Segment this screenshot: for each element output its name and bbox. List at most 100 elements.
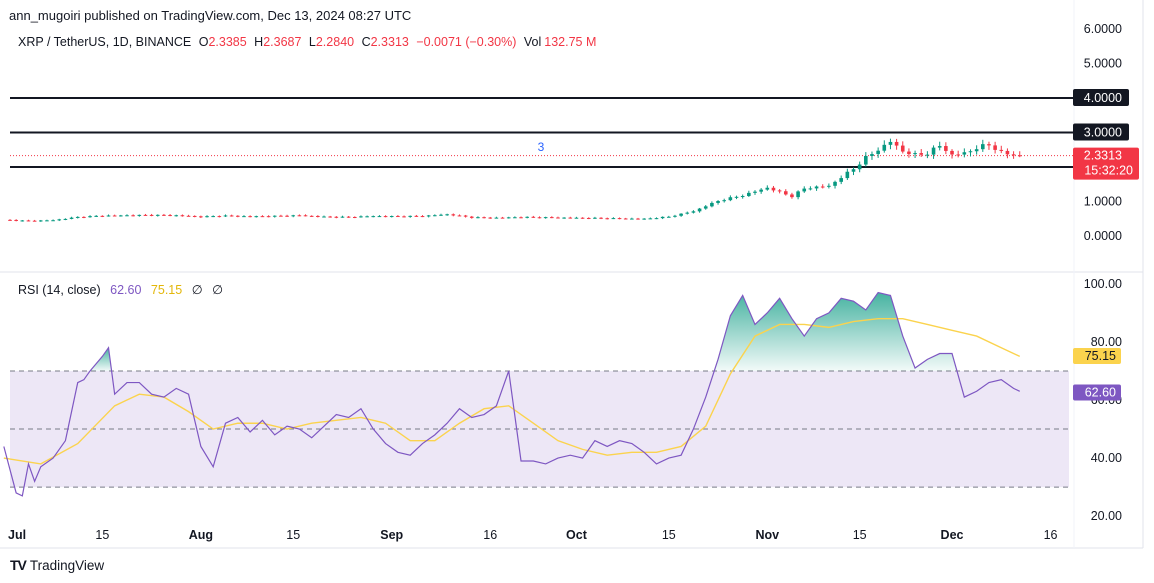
candle-body xyxy=(697,208,702,212)
candle-body xyxy=(586,217,591,219)
time-tick-label: 15 xyxy=(95,528,109,542)
price-tick-label: 6.0000 xyxy=(1084,22,1122,36)
candle-body xyxy=(451,214,456,216)
rsi-title[interactable]: RSI (14, close) xyxy=(18,283,101,297)
candle-body xyxy=(740,196,745,198)
candle-body xyxy=(981,144,985,150)
candle-body xyxy=(679,213,683,216)
candle-body xyxy=(839,178,843,182)
candle-body xyxy=(186,215,191,217)
time-tick-label: Dec xyxy=(941,528,964,542)
candle-body xyxy=(137,214,142,216)
candle-body xyxy=(266,216,271,218)
candle-body xyxy=(900,145,905,152)
candle-body xyxy=(94,215,98,217)
symbol-name[interactable]: XRP / TetherUS, 1D, BINANCE xyxy=(18,35,192,49)
candle-body xyxy=(814,186,819,189)
candle-body xyxy=(999,149,1004,151)
candle-body xyxy=(309,215,314,217)
candle-body xyxy=(463,215,468,217)
candle-body xyxy=(605,218,610,220)
candle-body xyxy=(599,217,603,219)
tradingview-logo-icon[interactable]: TV xyxy=(10,557,27,573)
rsi-ma-line xyxy=(3,317,1021,465)
empty-value-2: ∅ xyxy=(212,283,223,297)
candle-body xyxy=(660,216,665,219)
time-tick-label: 16 xyxy=(1044,528,1058,542)
candle-body xyxy=(1017,155,1022,157)
candle-body xyxy=(199,216,203,218)
rsi-ma-value: 75.15 xyxy=(150,283,183,297)
volume-value: Vol 132.75 M xyxy=(523,35,597,49)
candle-body xyxy=(636,218,640,220)
candle-body xyxy=(562,217,566,219)
candle-body xyxy=(685,212,690,214)
candle-body xyxy=(580,217,585,219)
candle-body xyxy=(377,216,382,218)
candle-body xyxy=(820,186,825,188)
candle-body xyxy=(747,192,751,197)
candle-body xyxy=(1011,154,1016,156)
level-badge-label: 3.0000 xyxy=(1084,126,1122,140)
rsi-tick-label: 20.00 xyxy=(1091,509,1122,523)
candle-body xyxy=(857,164,862,170)
candle-body xyxy=(654,218,659,220)
low-value: L2.2840 xyxy=(308,35,355,49)
candle-body xyxy=(433,215,437,217)
candle-body xyxy=(783,191,788,195)
candle-body xyxy=(402,216,406,218)
open-value: O2.3385 xyxy=(198,35,247,49)
candle-body xyxy=(482,217,486,219)
rsi-legend: RSI (14, close) 62.60 75.15 ∅ ∅ xyxy=(18,282,229,297)
candle-body xyxy=(796,191,800,198)
candle-body xyxy=(550,217,554,219)
candle-body xyxy=(519,217,523,219)
candle-body xyxy=(112,215,117,217)
candle-body xyxy=(57,219,62,221)
rsi-tick-label: 80.00 xyxy=(1091,335,1122,349)
candle-body xyxy=(648,218,653,220)
candle-body xyxy=(876,150,880,155)
rsi-overbought-fill xyxy=(714,292,957,371)
candle-body xyxy=(229,215,234,217)
brand-name: TradingView xyxy=(29,557,105,573)
candle-body xyxy=(457,215,462,217)
candle-body xyxy=(297,215,302,217)
rsi-badge-label: 62.60 xyxy=(1085,385,1116,399)
time-tick-label: Aug xyxy=(189,528,213,542)
candle-body xyxy=(913,153,917,155)
close-value: C2.3313 xyxy=(361,35,409,49)
candle-body xyxy=(396,216,400,218)
candle-body xyxy=(537,217,542,219)
candle-body xyxy=(790,194,794,198)
candle-body xyxy=(734,196,739,198)
candle-body xyxy=(340,216,345,218)
annotation-label: 3 xyxy=(538,140,545,154)
last-price-value: 2.3313 xyxy=(1084,149,1122,163)
candle-body xyxy=(851,169,856,172)
candle-body xyxy=(864,155,868,165)
candle-body xyxy=(919,153,924,155)
candle-body xyxy=(408,215,413,217)
candle-body xyxy=(414,215,419,217)
candle-body xyxy=(143,214,148,216)
change-value: −0.0071 (−0.30%) xyxy=(416,35,517,49)
candle-body xyxy=(666,216,671,218)
candle-body xyxy=(26,220,31,222)
rsi-tick-label: 100.00 xyxy=(1084,277,1122,291)
candle-body xyxy=(759,189,763,192)
candle-body xyxy=(365,216,369,218)
level-badge xyxy=(1073,88,1129,106)
candle-body xyxy=(1005,150,1010,155)
time-tick-label: Nov xyxy=(755,528,779,542)
candle-body xyxy=(162,214,166,216)
candle-body xyxy=(950,150,954,155)
candle-body xyxy=(149,214,154,216)
candle-body xyxy=(833,181,837,186)
candle-body xyxy=(242,216,246,218)
candle-body xyxy=(993,145,997,150)
candle-body xyxy=(937,146,942,148)
candle-body xyxy=(82,216,86,218)
candle-body xyxy=(710,202,714,207)
